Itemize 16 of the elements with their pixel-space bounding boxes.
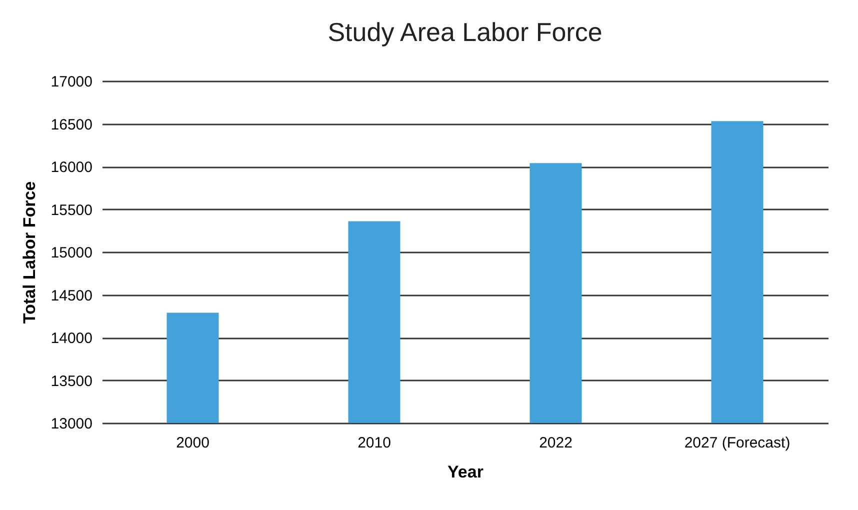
x-tick-label: 2000 xyxy=(176,434,210,452)
y-tick-label: 15000 xyxy=(50,244,92,262)
x-axis-title: Year xyxy=(448,462,484,482)
y-tick-label: 14000 xyxy=(50,330,92,347)
y-axis-title: Total Labor Force xyxy=(20,181,39,324)
chart-title: Study Area Labor Force xyxy=(328,17,602,47)
y-tick-label: 17000 xyxy=(50,74,92,90)
x-tick-label: 2027 (Forecast) xyxy=(684,434,790,452)
y-tick-label: 15500 xyxy=(50,202,92,219)
x-tick-label: 2010 xyxy=(358,434,391,452)
y-tick-label: 16000 xyxy=(50,159,92,176)
y-tick-label: 14500 xyxy=(50,287,92,304)
y-tick-label: 13000 xyxy=(50,416,92,432)
x-tick-label: 2022 xyxy=(539,434,572,452)
y-tick-label: 13500 xyxy=(50,372,92,390)
y-tick-label: 16500 xyxy=(50,116,92,134)
